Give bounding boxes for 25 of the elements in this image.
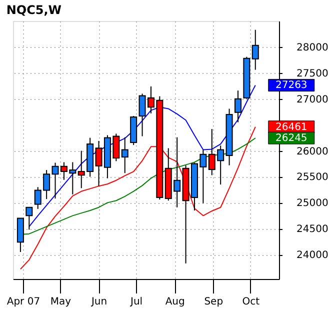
x-tick-label: Jun xyxy=(90,296,108,308)
chart-title: NQC5,W xyxy=(6,3,62,17)
candlestick xyxy=(121,136,128,174)
candlestick xyxy=(16,218,24,253)
line-series xyxy=(28,84,256,228)
x-tick-label: May xyxy=(50,296,72,308)
y-tick-label: 24000 xyxy=(296,250,328,262)
annotation: 26461 xyxy=(275,122,308,133)
y-tick-label: 25000 xyxy=(296,198,328,210)
annotation: 26245 xyxy=(275,133,308,144)
y-tick-label: 26000 xyxy=(296,146,328,158)
x-tick-label: Jul xyxy=(130,296,143,308)
candlestick xyxy=(234,90,242,123)
x-tick-label: Oct xyxy=(242,296,260,308)
x-tick-label: Apr 07 xyxy=(6,296,40,308)
annotation: 27263 xyxy=(275,80,308,92)
x-tick-label: Sep xyxy=(204,296,224,308)
x-tick-label: Aug xyxy=(165,296,185,308)
y-tick-label: 25500 xyxy=(296,172,328,184)
candlestick xyxy=(252,29,259,70)
y-tick-label: 27500 xyxy=(296,68,328,80)
y-tick-label: 27000 xyxy=(296,94,328,106)
y-tick-label: 24500 xyxy=(296,224,328,236)
y-tick-label: 28000 xyxy=(296,42,328,54)
candlestick xyxy=(26,206,33,230)
